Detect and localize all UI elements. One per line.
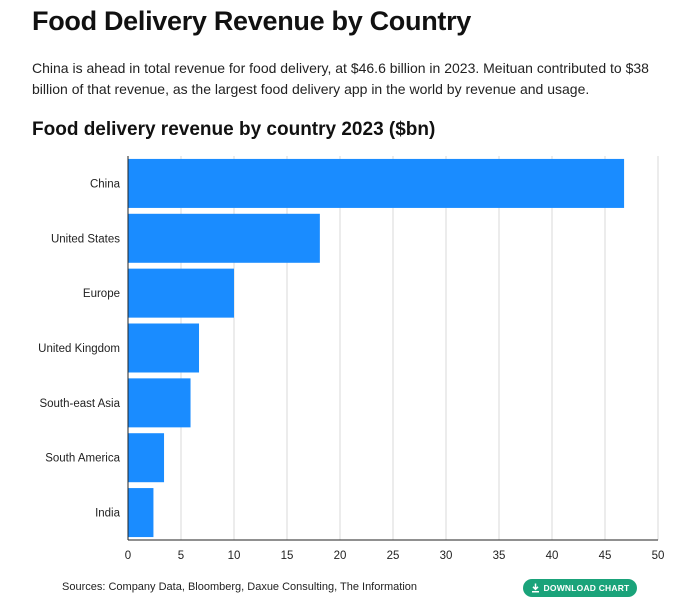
- category-label: United States: [51, 233, 120, 245]
- category-label: China: [90, 178, 121, 190]
- x-tick-label: 40: [546, 550, 559, 562]
- intro-paragraph: China is ahead in total revenue for food…: [32, 60, 649, 97]
- x-tick-label: 20: [334, 550, 347, 562]
- category-label: South-east Asia: [39, 398, 120, 410]
- x-tick-label: 10: [228, 550, 241, 562]
- x-tick-label: 45: [599, 550, 612, 562]
- bar: [128, 213, 320, 263]
- category-label: India: [95, 508, 121, 520]
- x-tick-label: 35: [493, 550, 506, 562]
- bar: [128, 323, 200, 373]
- bar: [128, 158, 625, 208]
- download-icon: [531, 583, 539, 593]
- category-label: United Kingdom: [38, 343, 120, 355]
- x-tick-label: 25: [387, 550, 400, 562]
- chart-title: Food delivery revenue by country 2023 ($…: [32, 119, 436, 140]
- sources-note: Sources: Company Data, Bloomberg, Daxue …: [62, 581, 418, 593]
- bar: [128, 488, 154, 538]
- x-tick-label: 5: [178, 550, 184, 562]
- category-label: South America: [45, 453, 120, 465]
- x-tick-label: 50: [652, 550, 665, 562]
- download-chart-label: DOWNLOAD CHART: [543, 583, 630, 593]
- x-tick-label: 0: [125, 550, 131, 562]
- page-title: Food Delivery Revenue by Country: [32, 6, 471, 36]
- download-chart-button[interactable]: DOWNLOAD CHART: [523, 579, 637, 597]
- bar: [128, 433, 165, 483]
- x-tick-label: 30: [440, 550, 453, 562]
- x-tick-label: 15: [281, 550, 294, 562]
- category-label: Europe: [83, 288, 120, 300]
- bar: [128, 268, 234, 318]
- bar: [128, 378, 191, 428]
